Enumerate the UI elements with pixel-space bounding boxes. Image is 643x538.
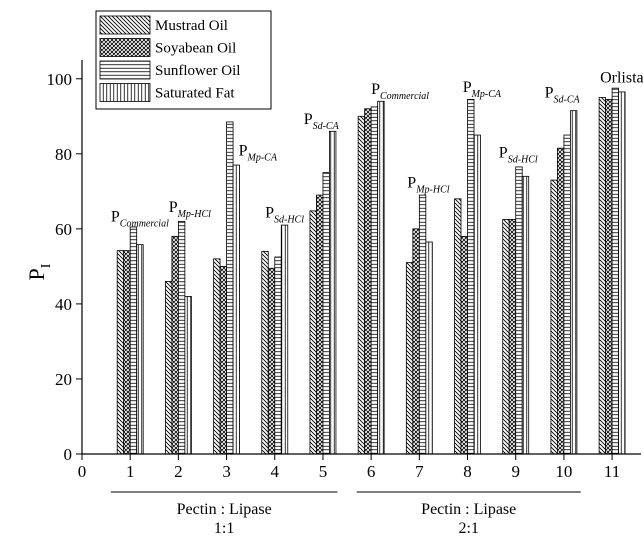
x-tick-label: 0 bbox=[78, 462, 87, 481]
bar-annotation: Orlistat bbox=[600, 70, 643, 87]
bar-sunflower-oil-9 bbox=[515, 166, 523, 455]
x-tick-label: 6 bbox=[367, 462, 376, 481]
x-tick-label: 9 bbox=[511, 462, 520, 481]
legend-label: Soyabean Oil bbox=[155, 41, 236, 57]
y-axis-label-subscript: I bbox=[39, 263, 54, 268]
y-tick-label: 40 bbox=[55, 295, 72, 314]
bar-soyabean-oil-4 bbox=[267, 267, 276, 455]
bar-saturated-fat-10 bbox=[570, 110, 578, 455]
group-brackets: Pectin : Lipase 1:1 Pectin : Lipase 2:1 bbox=[110, 491, 581, 537]
bar-saturated-fat-2 bbox=[184, 295, 192, 455]
y-tick-label: 0 bbox=[64, 445, 73, 464]
bar-saturated-fat-5 bbox=[329, 130, 337, 455]
bar-saturated-fat-6 bbox=[377, 100, 385, 455]
bar-annotation: PMp-HCl bbox=[169, 199, 211, 220]
bar-saturated-fat-7 bbox=[425, 241, 433, 455]
legend: Mustrad Oil Soyabean Oil Sunflower Oil Satu… bbox=[95, 10, 272, 110]
bar-soyabean-oil-2 bbox=[171, 235, 179, 455]
bar-saturated-fat-3 bbox=[232, 164, 240, 455]
bar-annotation: PSd-HCl bbox=[499, 145, 538, 166]
bar-soyabean-oil-3 bbox=[219, 265, 227, 455]
group-label: Pectin : Lipase bbox=[177, 501, 272, 518]
bar-sunflower-oil-3 bbox=[226, 121, 234, 455]
bar-mustrad-oil-5 bbox=[309, 210, 317, 455]
bar-annotation: PMp-CA bbox=[239, 143, 278, 164]
group-label: Pectin : Lipase bbox=[421, 501, 516, 518]
bar-mustrad-oil-10 bbox=[550, 179, 558, 455]
bar-annotation: PCommercial bbox=[371, 81, 429, 102]
bar-saturated-fat-11 bbox=[618, 91, 626, 455]
bar-soyabean-oil-9 bbox=[508, 219, 517, 455]
bar-mustrad-oil-2 bbox=[164, 280, 173, 455]
axes bbox=[81, 60, 641, 455]
bar-mustrad-oil-4 bbox=[261, 250, 269, 455]
bar-annotation: PCommercial bbox=[111, 208, 169, 229]
bar-soyabean-oil-8 bbox=[460, 235, 468, 455]
legend-label: Sunflower Oil bbox=[155, 63, 240, 79]
x-tick-label: 3 bbox=[222, 462, 231, 481]
bar-mustrad-oil-3 bbox=[213, 258, 221, 455]
bar-annotation: PMp-HCl bbox=[407, 175, 449, 196]
legend-swatch-saturated-fat bbox=[99, 83, 151, 102]
bar-soyabean-oil-7 bbox=[412, 228, 420, 455]
bar-soyabean-oil-11 bbox=[605, 99, 613, 455]
legend-label: Saturated Fat bbox=[155, 86, 235, 102]
bar-annotation: PMp-CA bbox=[463, 79, 502, 100]
x-tick-label: 2 bbox=[174, 462, 183, 481]
bar-sunflower-oil-2 bbox=[177, 220, 186, 455]
y-tick-label: 60 bbox=[55, 220, 72, 239]
bar-saturated-fat-4 bbox=[280, 224, 289, 455]
bar-soyabean-oil-10 bbox=[557, 147, 565, 455]
bar-saturated-fat-9 bbox=[521, 175, 530, 455]
bar-soyabean-oil-6 bbox=[364, 108, 372, 455]
group-ratio: 2:1 bbox=[458, 520, 478, 537]
x-tick-label: 8 bbox=[463, 462, 472, 481]
x-tick-label: 4 bbox=[271, 462, 280, 481]
bar-mustrad-oil-7 bbox=[405, 262, 414, 455]
bar-mustrad-oil-11 bbox=[598, 97, 606, 455]
bar-sunflower-oil-11 bbox=[611, 87, 619, 455]
bar-annotation: PSd-HCl bbox=[265, 205, 304, 226]
bar-sunflower-oil-10 bbox=[563, 134, 571, 455]
bar-soyabean-oil-5 bbox=[316, 194, 324, 455]
y-tick-label: 100 bbox=[47, 70, 73, 89]
group-ratio: 1:1 bbox=[214, 520, 234, 537]
bar-saturated-fat-1 bbox=[136, 244, 144, 455]
y-ticks: 0 20 40 60 80 100 bbox=[47, 70, 82, 464]
bar-sunflower-oil-7 bbox=[418, 194, 427, 455]
annotations-layer: PCommercialPMp-HClPMp-CAPSd-HClPSd-CAPCo… bbox=[111, 70, 643, 230]
bar-sunflower-oil-6 bbox=[370, 106, 379, 455]
bars-layer bbox=[116, 87, 626, 455]
x-tick-label: 11 bbox=[604, 462, 620, 481]
bar-sunflower-oil-4 bbox=[274, 256, 282, 455]
y-axis-label: PI bbox=[24, 263, 54, 280]
bar-sunflower-oil-8 bbox=[467, 99, 475, 455]
bar-annotation: PSd-CA bbox=[545, 85, 581, 106]
y-tick-label: 20 bbox=[55, 370, 72, 389]
legend-swatch-soyabean-oil bbox=[99, 38, 151, 57]
legend-swatch-sunflower-oil bbox=[99, 60, 151, 80]
bar-soyabean-oil-1 bbox=[123, 250, 131, 455]
bar-saturated-fat-8 bbox=[473, 134, 481, 455]
x-tick-label: 10 bbox=[555, 462, 572, 481]
legend-label: Mustrad Oil bbox=[155, 18, 228, 34]
bar-sunflower-oil-5 bbox=[322, 172, 330, 455]
x-ticks: 0 1 2 3 4 5 6 7 8 9 10 11 bbox=[78, 454, 620, 481]
legend-swatch-mustrad-oil bbox=[99, 15, 151, 35]
bar-mustrad-oil-1 bbox=[116, 250, 125, 455]
bar-sunflower-oil-1 bbox=[129, 226, 138, 455]
x-tick-label: 5 bbox=[319, 462, 328, 481]
y-tick-label: 80 bbox=[55, 145, 72, 164]
x-tick-label: 1 bbox=[126, 462, 135, 481]
bar-annotation: PSd-CA bbox=[304, 111, 340, 132]
x-tick-label: 7 bbox=[415, 462, 424, 481]
bar-mustrad-oil-9 bbox=[502, 219, 510, 455]
bar-mustrad-oil-8 bbox=[454, 198, 462, 455]
bar-mustrad-oil-6 bbox=[357, 115, 366, 455]
